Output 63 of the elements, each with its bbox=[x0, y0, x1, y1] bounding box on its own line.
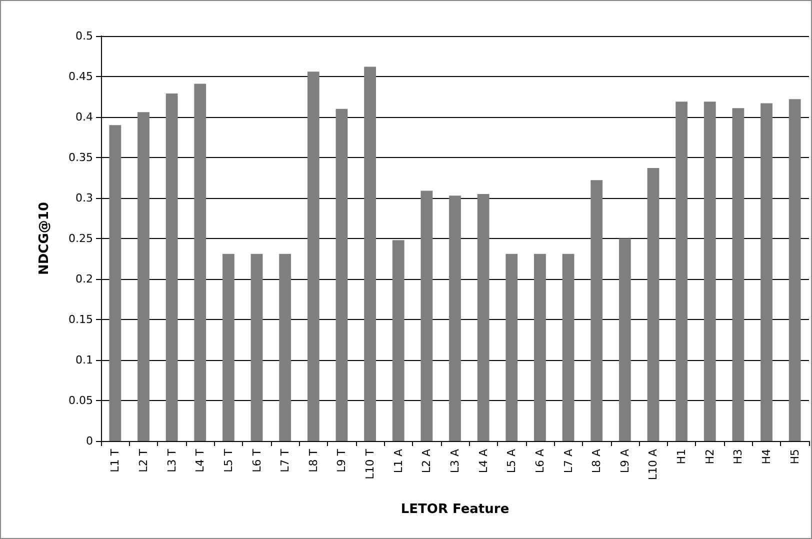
y-tick-label: 0.25 bbox=[68, 232, 93, 245]
bar bbox=[222, 254, 234, 441]
bar bbox=[364, 66, 376, 441]
bar bbox=[109, 125, 122, 441]
y-tick-label: 0.3 bbox=[76, 192, 93, 204]
bar bbox=[138, 112, 150, 441]
x-tick-label: L1 A bbox=[392, 448, 405, 474]
x-tick-label: L9 T bbox=[335, 448, 348, 472]
x-tick-label: L3 T bbox=[165, 448, 178, 472]
x-tick-label: L7 A bbox=[562, 448, 575, 474]
bar bbox=[449, 196, 461, 441]
y-tick-label: 0.2 bbox=[76, 272, 93, 286]
bar bbox=[788, 99, 801, 441]
y-tick-label: 0.35 bbox=[68, 151, 93, 164]
bar bbox=[477, 194, 490, 441]
x-tick-label: L4 A bbox=[476, 448, 490, 474]
x-tick-label: H5 bbox=[788, 449, 802, 464]
bar bbox=[279, 254, 292, 441]
y-axis-title: NDCG@10 bbox=[37, 202, 52, 275]
bar bbox=[590, 180, 603, 441]
x-tick-label: L2 T bbox=[136, 448, 150, 472]
x-axis-title: LETOR Feature bbox=[400, 502, 510, 517]
bar bbox=[676, 102, 688, 441]
x-tick-label: L3 A bbox=[448, 448, 462, 474]
bar bbox=[562, 254, 574, 441]
bar bbox=[760, 103, 772, 441]
y-tick-label: 0.1 bbox=[76, 354, 93, 366]
x-tick-label: H1 bbox=[675, 449, 688, 464]
bar bbox=[307, 72, 320, 441]
y-tick-label: 0.15 bbox=[68, 313, 93, 326]
y-tick-label: 0.05 bbox=[68, 394, 93, 407]
x-tick-label: L7 T bbox=[278, 448, 292, 472]
x-tick-label: L5 T bbox=[222, 448, 235, 472]
y-tick-label: 0.4 bbox=[76, 110, 93, 124]
bar bbox=[506, 254, 518, 441]
bar bbox=[250, 254, 263, 441]
bar bbox=[704, 102, 716, 441]
x-tick-label: H4 bbox=[760, 449, 774, 464]
x-tick-label: L2 A bbox=[420, 448, 434, 474]
x-tick-label: L8 T bbox=[306, 448, 320, 472]
bar bbox=[420, 190, 433, 441]
x-tick-label: L8 A bbox=[590, 448, 604, 474]
bar bbox=[336, 108, 348, 441]
x-tick-label: L5 A bbox=[505, 448, 518, 474]
bar bbox=[534, 254, 546, 441]
x-tick-label: L4 T bbox=[194, 448, 207, 472]
x-tick-label: L6 T bbox=[250, 448, 264, 472]
x-tick-label: L6 A bbox=[533, 448, 546, 474]
x-tick-label: H2 bbox=[703, 449, 716, 464]
bar bbox=[618, 238, 631, 441]
bar bbox=[194, 84, 206, 441]
y-tick-label: 0 bbox=[86, 434, 93, 448]
y-tick-label: 0.45 bbox=[68, 70, 93, 83]
bar bbox=[392, 240, 404, 441]
x-tick-label: L9 A bbox=[618, 448, 632, 474]
x-tick-label: L10 A bbox=[646, 448, 660, 480]
x-tick-label: L10 T bbox=[364, 448, 377, 480]
x-tick-label: L1 T bbox=[108, 448, 122, 472]
y-tick-label: 0.5 bbox=[76, 30, 93, 42]
bar bbox=[647, 168, 660, 441]
x-tick-label: H3 bbox=[732, 449, 745, 464]
bar bbox=[732, 108, 744, 441]
bar bbox=[166, 94, 178, 441]
